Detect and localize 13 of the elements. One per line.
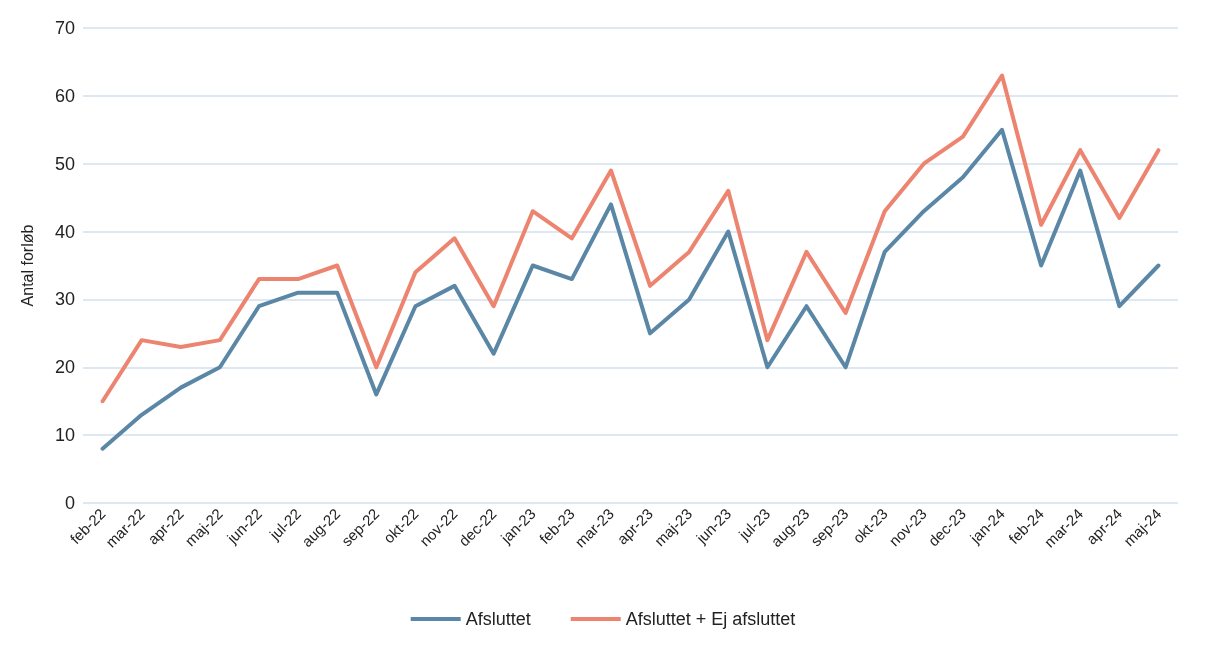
y-tick-label: 50 <box>54 153 75 174</box>
y-tick-label: 20 <box>54 357 75 378</box>
y-tick-label: 60 <box>54 85 75 106</box>
legend-label: Afsluttet <box>465 609 531 629</box>
line-series <box>100 73 1161 404</box>
y-tick-label: 0 <box>64 493 75 513</box>
legend-label: Afsluttet + Ej afsluttet <box>625 609 796 629</box>
y-tick-label: 70 <box>54 18 75 38</box>
y-tick-label: 30 <box>54 289 75 310</box>
y-tick-label: 10 <box>54 425 75 446</box>
line-series <box>100 127 1161 451</box>
y-axis-title: Antal forløb <box>18 224 36 307</box>
y-tick-label: 40 <box>54 221 75 242</box>
